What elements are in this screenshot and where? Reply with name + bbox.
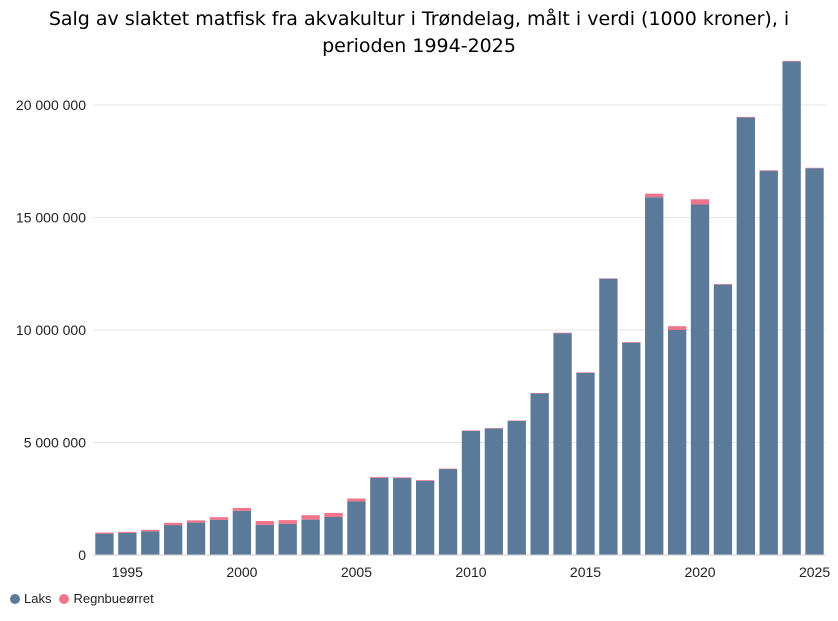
legend-marker	[59, 593, 70, 604]
bar-regnbueorret-2004	[324, 512, 343, 517]
bar-laks-1997	[164, 525, 183, 555]
chart-title-line-2: perioden 1994-2025	[322, 35, 516, 57]
bar-laks-2015	[576, 372, 595, 555]
bar-laks-2024	[782, 61, 801, 555]
x-tick-label: 2015	[570, 564, 601, 580]
bar-regnbueorret-2000	[232, 507, 252, 511]
bar-laks-2012	[507, 420, 526, 555]
bar-laks-2002	[278, 523, 297, 555]
bar-laks-2009	[438, 469, 458, 555]
legend-item-laks[interactable]: Laks	[10, 591, 51, 606]
y-tick-label: 0	[78, 547, 86, 563]
bar-laks-2025	[805, 168, 824, 555]
bar-laks-1995	[118, 532, 137, 555]
bar-regnbueorret-2019	[667, 326, 687, 330]
legend-label: Laks	[24, 591, 52, 606]
x-tick-label: 2005	[341, 564, 372, 580]
bar-laks-2022	[736, 117, 755, 555]
bar-laks-2021	[713, 284, 733, 555]
bar-laks-1998	[186, 522, 206, 555]
axis-labels: 0 5 000 000 10 000 000 15 000 000 20 000 000…	[16, 97, 830, 580]
bar-laks-1999	[209, 519, 229, 555]
chart-title-line-1: Salg av slaktet matfisk fra akvakultur i…	[48, 8, 790, 30]
bar-laks-2023	[759, 170, 778, 555]
legend-item-regnbueorret[interactable]: Regnbueørret	[59, 591, 154, 606]
bar-regnbueorret-1996	[141, 529, 160, 532]
bar-laks-2010	[461, 430, 481, 555]
bar-regnbueorret-2020	[690, 199, 710, 205]
bar-regnbueorret-2001	[255, 521, 274, 525]
bar-series	[95, 60, 824, 555]
legend: Laks Regnbueørret	[10, 591, 162, 606]
bar-regnbueorret-1997	[164, 522, 183, 526]
x-tick-label: 2010	[455, 564, 486, 580]
bar-regnbueorret-1994	[95, 532, 114, 534]
bar-laks-2019	[667, 330, 687, 555]
bar-laks-2005	[347, 501, 366, 555]
x-tick-label: 2000	[226, 564, 257, 580]
bar-laks-2004	[324, 516, 343, 555]
legend-label: Regnbueørret	[73, 591, 154, 606]
bar-laks-2018	[645, 197, 664, 555]
y-tick-label: 15 000 000	[16, 210, 86, 226]
bar-laks-2020	[690, 204, 710, 555]
bar-laks-1994	[95, 533, 114, 555]
legend-marker	[10, 593, 20, 604]
bar-laks-2016	[599, 278, 618, 555]
bar-laks-2011	[484, 428, 504, 555]
bar-laks-2013	[530, 393, 549, 555]
y-tick-label: 20 000 000	[16, 97, 86, 113]
chart-title: Salg av slaktet matfisk fra akvakultur i…	[0, 6, 838, 60]
x-tick-label: 2020	[684, 564, 715, 580]
bar-regnbueorret-1998	[186, 520, 206, 523]
bar-regnbueorret-2006	[370, 476, 389, 478]
y-tick-label: 5 000 000	[24, 435, 86, 451]
bar-laks-2006	[370, 477, 389, 555]
bar-laks-2007	[393, 478, 412, 555]
bar-regnbueorret-2005	[347, 498, 366, 502]
bar-laks-2008	[415, 480, 435, 555]
bar-regnbueorret-2008	[415, 480, 435, 481]
bar-regnbueorret-2003	[301, 515, 320, 520]
bar-laks-2001	[255, 524, 274, 555]
y-tick-label: 10 000 000	[16, 322, 86, 338]
bar-laks-1996	[141, 531, 160, 555]
bar-regnbueorret-1999	[209, 517, 229, 520]
bar-laks-2017	[622, 342, 641, 555]
bar-regnbueorret-2002	[278, 520, 297, 524]
bar-laks-2000	[232, 510, 252, 555]
bar-regnbueorret-2018	[645, 193, 664, 198]
bar-laks-2014	[553, 333, 572, 555]
x-tick-label: 2025	[799, 564, 830, 580]
bar-regnbueorret-1995	[118, 531, 137, 533]
bar-regnbueorret-2007	[393, 477, 412, 479]
x-tick-label: 1995	[112, 564, 143, 580]
bar-laks-2003	[301, 519, 320, 555]
chart-plot: 0 5 000 000 10 000 000 15 000 000 20 000 000…	[16, 60, 830, 580]
